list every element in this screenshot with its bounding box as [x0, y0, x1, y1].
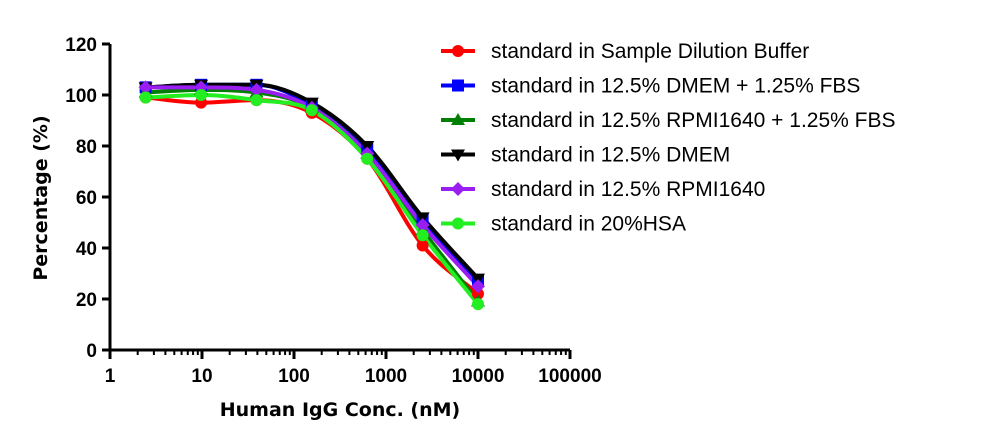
data-markers [138, 78, 485, 311]
y-tick-label: 20 [76, 290, 97, 311]
y-tick-label: 40 [76, 239, 97, 260]
data-point [472, 287, 484, 300]
y-axis-title: Percentage (%) [30, 115, 52, 280]
legend-label: standard in Sample Dilution Buffer [491, 40, 809, 63]
x-axis-title: Human IgG Conc. (nM) [220, 399, 461, 421]
legend-marker [452, 45, 464, 57]
data-point [305, 104, 318, 117]
legend-label: standard in 12.5% RPMI1640 + 1.25% FBS [491, 109, 896, 132]
data-point [416, 239, 429, 252]
data-point [472, 298, 484, 311]
data-point [471, 279, 485, 294]
legend-marker [452, 79, 464, 92]
legend-label: standard in 20%HSA [491, 213, 686, 236]
x-tick-label: 10 [191, 366, 212, 387]
legend-label: standard in 12.5% DMEM + 1.25% FBS [491, 75, 860, 98]
x-tick-label: 1000 [365, 366, 407, 387]
legend-label: standard in 12.5% DMEM [491, 144, 730, 167]
legend-marker [451, 113, 465, 125]
series-line-6 [143, 92, 480, 307]
legend-marker [451, 149, 465, 162]
data-point [250, 94, 263, 107]
x-tick-label: 100000 [538, 366, 601, 387]
data-point [416, 229, 429, 242]
data-point [138, 80, 153, 95]
data-point [361, 152, 374, 165]
data-point [139, 91, 152, 104]
data-point [249, 82, 264, 97]
x-tick-label: 100 [278, 366, 310, 387]
data-point [195, 89, 208, 101]
legend-marker [451, 182, 465, 196]
series-line-3 [143, 87, 480, 304]
y-tick-label: 100 [65, 86, 97, 107]
series-line-1 [143, 95, 480, 296]
data-point [415, 218, 430, 233]
y-tick-label: 120 [65, 35, 97, 56]
x-tick-label: 10000 [452, 366, 505, 387]
y-tick-label: 60 [76, 188, 97, 209]
y-tick-label: 0 [86, 341, 97, 362]
legend: standard in Sample Dilution Buffer standa… [441, 40, 896, 236]
legend-marker [452, 217, 464, 230]
y-tick-label: 80 [76, 137, 97, 158]
x-tick-label: 1 [105, 366, 116, 387]
legend-label: standard in 12.5% RPMI1640 [491, 178, 765, 201]
